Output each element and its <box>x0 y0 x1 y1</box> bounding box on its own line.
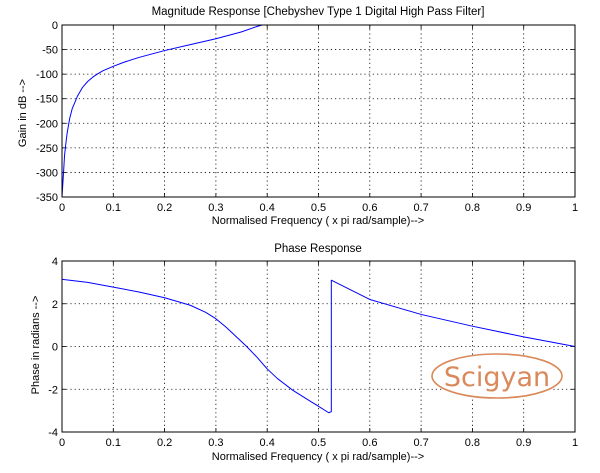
magnitude-xtick-label: 0.6 <box>362 202 377 214</box>
phase-xtick-label: 0.6 <box>362 437 377 449</box>
magnitude-xtick-label: 1 <box>572 202 578 214</box>
phase-ytick-label: 4 <box>52 256 58 268</box>
phase-xtick-label: 0.4 <box>260 437 275 449</box>
magnitude-ylabel: Gain in dB --> <box>17 79 29 147</box>
phase-xtick-label: 1 <box>572 437 578 449</box>
magnitude-xtick-label: 0.1 <box>106 202 121 214</box>
phase-xtick-label: 0.2 <box>157 437 172 449</box>
magnitude-axes: Magnitude Response [Chebyshev Type 1 Dig… <box>17 6 578 227</box>
phase-title: Phase Response <box>274 243 362 255</box>
watermark-ellipse <box>431 353 563 399</box>
phase-ytick-label: 2 <box>52 299 58 311</box>
magnitude-xtick-label: 0 <box>59 202 65 214</box>
magnitude-xtick-label: 0.2 <box>157 202 172 214</box>
magnitude-xtick-label: 0.4 <box>260 202 275 214</box>
phase-xtick-label: 0 <box>59 437 65 449</box>
magnitude-ytick-label: -150 <box>36 94 58 106</box>
phase-ytick-label: -4 <box>48 427 58 439</box>
magnitude-xtick-label: 0.5 <box>311 202 326 214</box>
phase-xlabel: Normalised Frequency ( x pi rad/sample)-… <box>212 451 424 463</box>
magnitude-ytick-label: -50 <box>42 45 58 57</box>
phase-xtick-label: 0.9 <box>516 437 531 449</box>
magnitude-xtick-label: 0.7 <box>413 202 428 214</box>
magnitude-ytick-label: -200 <box>36 118 58 130</box>
magnitude-series-line <box>61 24 263 198</box>
phase-ytick-label: 0 <box>52 342 58 354</box>
phase-xtick-label: 0.8 <box>465 437 480 449</box>
phase-ylabel: Phase in radians --> <box>30 296 42 395</box>
magnitude-ytick-label: -300 <box>36 167 58 179</box>
magnitude-xlabel: Normalised Frequency ( x pi rad/sample)-… <box>212 215 424 227</box>
phase-axes-frame <box>61 260 576 433</box>
watermark: Scigyan <box>431 353 563 399</box>
phase-ytick-label: -2 <box>48 384 58 396</box>
phase-xtick-label: 0.7 <box>413 437 428 449</box>
phase-xtick-label: 0.1 <box>106 437 121 449</box>
phase-xtick-label: 0.5 <box>311 437 326 449</box>
magnitude-xtick-label: 0.8 <box>465 202 480 214</box>
magnitude-ytick-label: -100 <box>36 69 58 81</box>
phase-axes: Phase Response Normalised Frequency ( x … <box>30 243 578 463</box>
magnitude-axes-frame <box>61 24 576 198</box>
magnitude-xtick-label: 0.9 <box>516 202 531 214</box>
phase-xtick-label: 0.3 <box>208 437 223 449</box>
magnitude-ytick-label: -250 <box>36 143 58 155</box>
magnitude-ytick-label: -350 <box>36 192 58 204</box>
magnitude-ytick-label: 0 <box>52 20 58 32</box>
phase-series-line <box>61 278 576 414</box>
watermark-text: Scigyan <box>444 362 550 393</box>
magnitude-title: Magnitude Response [Chebyshev Type 1 Dig… <box>152 6 485 18</box>
magnitude-xtick-label: 0.3 <box>208 202 223 214</box>
